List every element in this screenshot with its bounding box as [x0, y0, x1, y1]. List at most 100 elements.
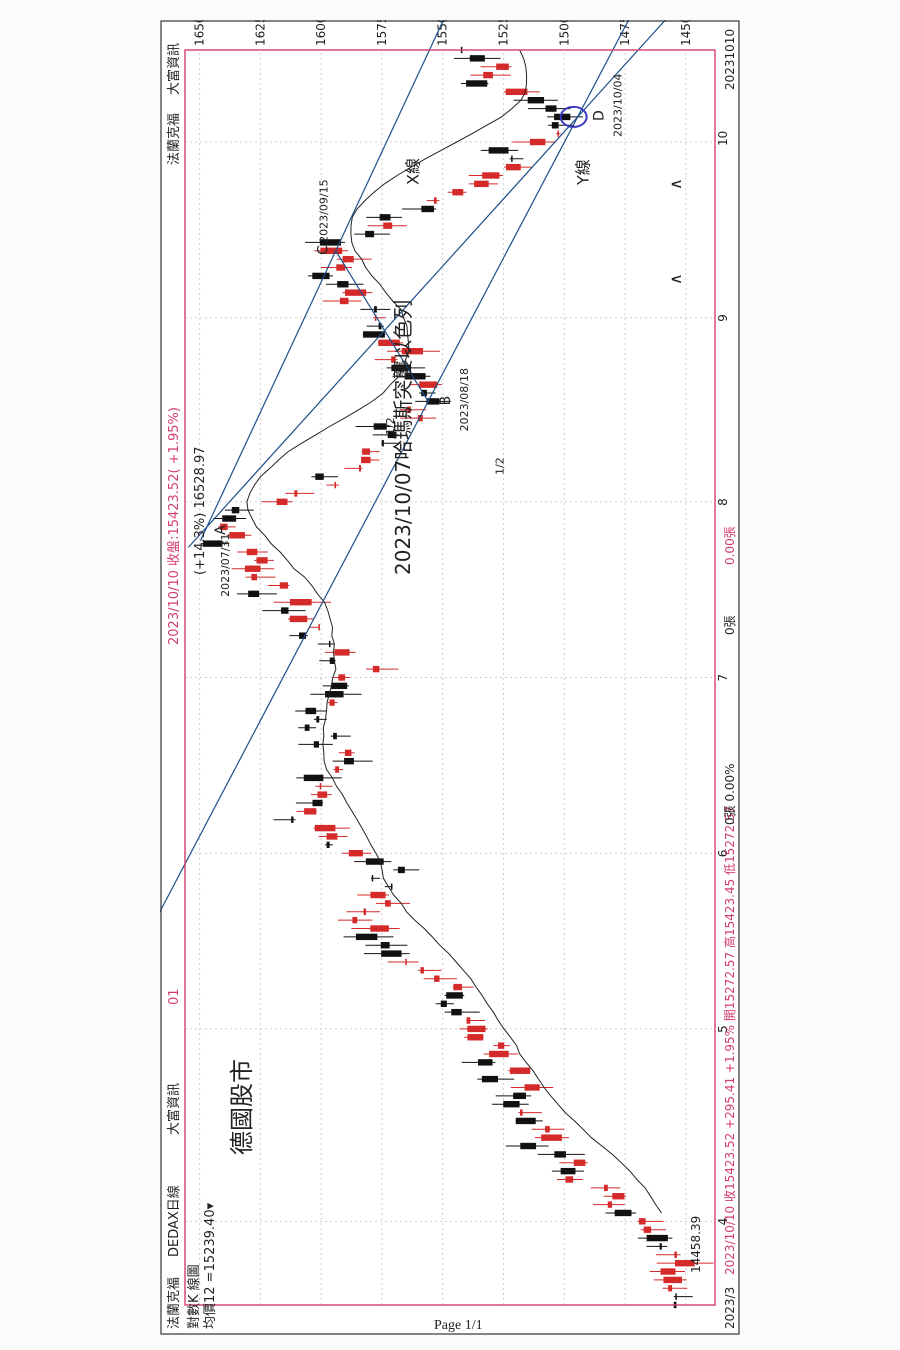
candle-body — [248, 590, 260, 598]
grid: 14500 14750 15000 15250 15500 15750 16000 16250… — [185, 20, 730, 1305]
candle-body — [378, 339, 400, 347]
candle-body — [370, 925, 389, 932]
candle-body — [497, 1042, 505, 1049]
volume-mid: 0張 — [723, 615, 737, 635]
candle-body — [434, 975, 440, 982]
candle-body — [505, 88, 528, 96]
candle-body — [337, 281, 349, 288]
candle-body — [419, 381, 438, 388]
candle-body — [511, 155, 513, 162]
candle-body — [326, 833, 338, 840]
event-note: 2023/10/07哈瑪斯突襲以色列 — [391, 300, 415, 575]
end-date: 20231010 — [723, 29, 737, 90]
candle-body — [668, 1285, 673, 1292]
candle-body — [256, 557, 268, 564]
candle-body — [344, 757, 354, 765]
candle-body — [294, 490, 298, 497]
point-c-date: 2023/09/15 — [318, 179, 331, 242]
candle-body — [646, 1234, 668, 1242]
parallel-line — [160, 20, 661, 1028]
candle-body — [379, 214, 391, 221]
candle-body — [488, 147, 509, 154]
candle-body — [440, 1000, 447, 1007]
candle-body — [513, 1092, 526, 1100]
volume-left: 0張 0.00% — [723, 763, 737, 825]
candle-body — [305, 707, 317, 715]
candle-body — [401, 348, 424, 355]
candle-body — [291, 816, 294, 823]
candle-body — [482, 172, 500, 179]
candle-body — [390, 883, 393, 890]
candle-body — [303, 774, 324, 782]
candle-body — [420, 967, 424, 974]
candle-body — [276, 498, 288, 505]
y-tick-label: 15250 — [496, 20, 510, 46]
candle-body — [397, 866, 405, 874]
candle-body — [483, 71, 493, 79]
chart-name: DEDAX日線 — [166, 1185, 182, 1257]
outer-frame — [160, 20, 740, 1335]
candle-body — [573, 1159, 586, 1166]
session-close: 2023/10/10 收盤:15423.52( +1.95%) — [167, 407, 182, 645]
x-tick-label: 7 — [716, 674, 730, 682]
candle-body — [361, 456, 371, 464]
candle-body — [336, 264, 346, 271]
candle-body — [319, 239, 342, 246]
y-tick-label: 16000 — [314, 20, 328, 46]
x-tick-label: 9 — [716, 314, 730, 322]
point-c-label: C — [316, 245, 332, 255]
candle-body — [325, 691, 344, 698]
candle-body — [467, 1025, 486, 1033]
y-tick-label: 15750 — [375, 20, 389, 46]
candle-body — [289, 599, 312, 606]
ma-line — [246, 49, 662, 1214]
x-tick-label: 6 — [716, 850, 730, 858]
candle-body — [371, 875, 374, 882]
code-label: 01 — [167, 988, 182, 1005]
candle-body — [524, 1084, 540, 1091]
candle-body — [314, 824, 336, 832]
x-tick-label: 4 — [716, 1218, 730, 1226]
arrow-marker-1: ∧ — [666, 273, 685, 285]
candle-body — [474, 180, 489, 188]
candle-body — [348, 849, 363, 857]
candle-body — [527, 97, 545, 104]
point-b-date: 2023/08/18 — [458, 368, 471, 431]
candle-body — [370, 891, 386, 899]
candle-body — [452, 189, 464, 196]
candle-body — [334, 649, 350, 656]
candles — [201, 46, 714, 1309]
candle-body — [560, 1167, 576, 1175]
x-tick-label: 5 — [716, 1025, 730, 1033]
candle-body — [434, 197, 437, 204]
candle-body — [603, 1184, 608, 1192]
x-tick-label: 10 — [716, 131, 730, 146]
candle-body — [246, 548, 258, 556]
x-trend-line — [199, 20, 459, 541]
candle-body — [659, 1243, 662, 1250]
candle-body — [545, 105, 557, 112]
candle-body — [231, 506, 240, 514]
candle-body — [505, 163, 521, 171]
candle-body — [565, 1176, 574, 1183]
candle-body — [344, 749, 352, 756]
candle-body — [220, 523, 228, 531]
chart-type-label: 對數K 線圖 — [186, 1264, 202, 1329]
candle-body — [304, 808, 317, 815]
moving-average — [246, 49, 662, 1214]
candle-body — [520, 1142, 537, 1150]
candle-body — [466, 1017, 471, 1024]
candle-body — [383, 222, 393, 229]
x-tick-label: 8 — [716, 498, 730, 506]
candle-body — [381, 950, 402, 957]
candle-body — [281, 607, 289, 614]
candle-body — [374, 306, 377, 313]
candle-body — [363, 908, 367, 915]
candle-body — [407, 406, 411, 413]
vendor-label: 大富資訊 — [166, 1083, 182, 1135]
candle-body — [674, 1251, 677, 1258]
candle-body — [331, 682, 348, 690]
footer-date-line: 2023/10/10 收15423.52 +295.41 +1.95% 開152… — [722, 806, 737, 1275]
y-tick-label: 16500 — [193, 20, 207, 46]
candle-body — [643, 1226, 652, 1233]
